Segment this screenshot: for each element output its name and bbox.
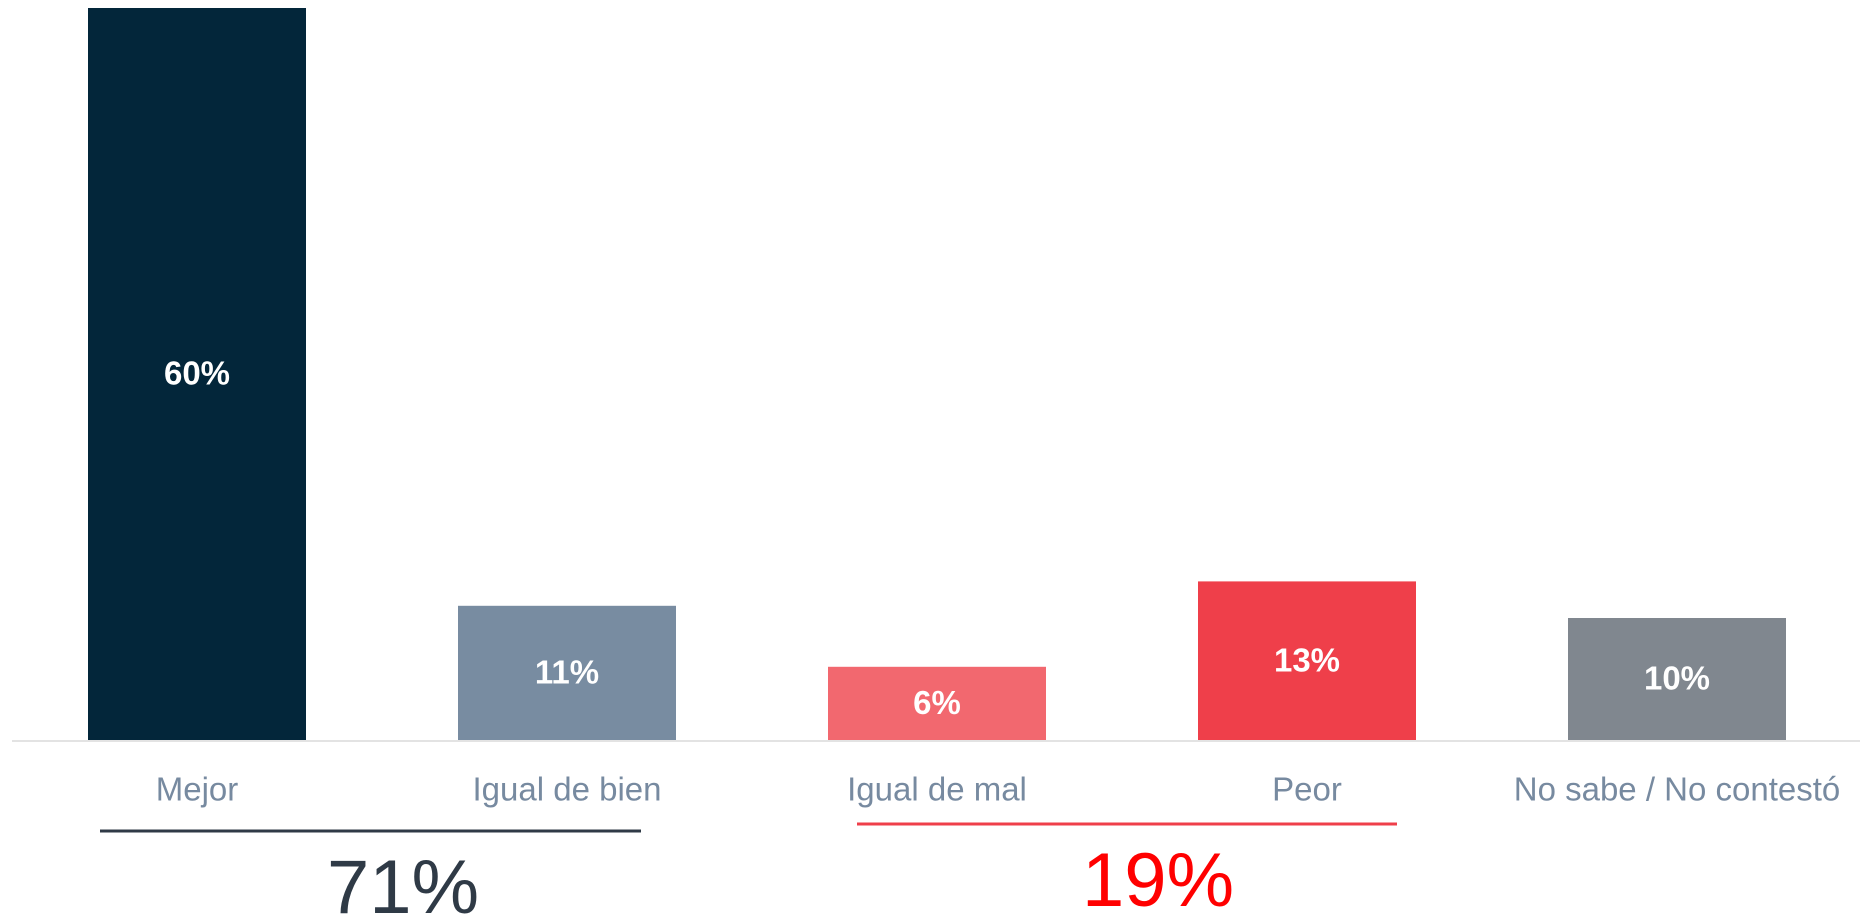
value-label: 60%	[164, 355, 230, 392]
bar	[1568, 618, 1786, 740]
group-total: 19%	[1082, 838, 1234, 921]
bar	[88, 8, 306, 740]
x-tick-label: Igual de bien	[473, 771, 662, 808]
value-label: 10%	[1644, 660, 1710, 697]
x-tick-label: Igual de mal	[847, 771, 1027, 808]
x-tick-label: No sabe / No contestó	[1514, 771, 1841, 808]
value-label: 13%	[1274, 641, 1340, 678]
value-label: 11%	[535, 654, 599, 691]
bar	[828, 666, 1046, 740]
group-total: 71%	[327, 845, 479, 921]
value-label: 6%	[913, 684, 961, 721]
x-tick-label: Peor	[1272, 771, 1342, 808]
bar	[458, 605, 676, 740]
x-tick-label: Mejor	[156, 771, 239, 808]
bar	[1198, 581, 1416, 740]
